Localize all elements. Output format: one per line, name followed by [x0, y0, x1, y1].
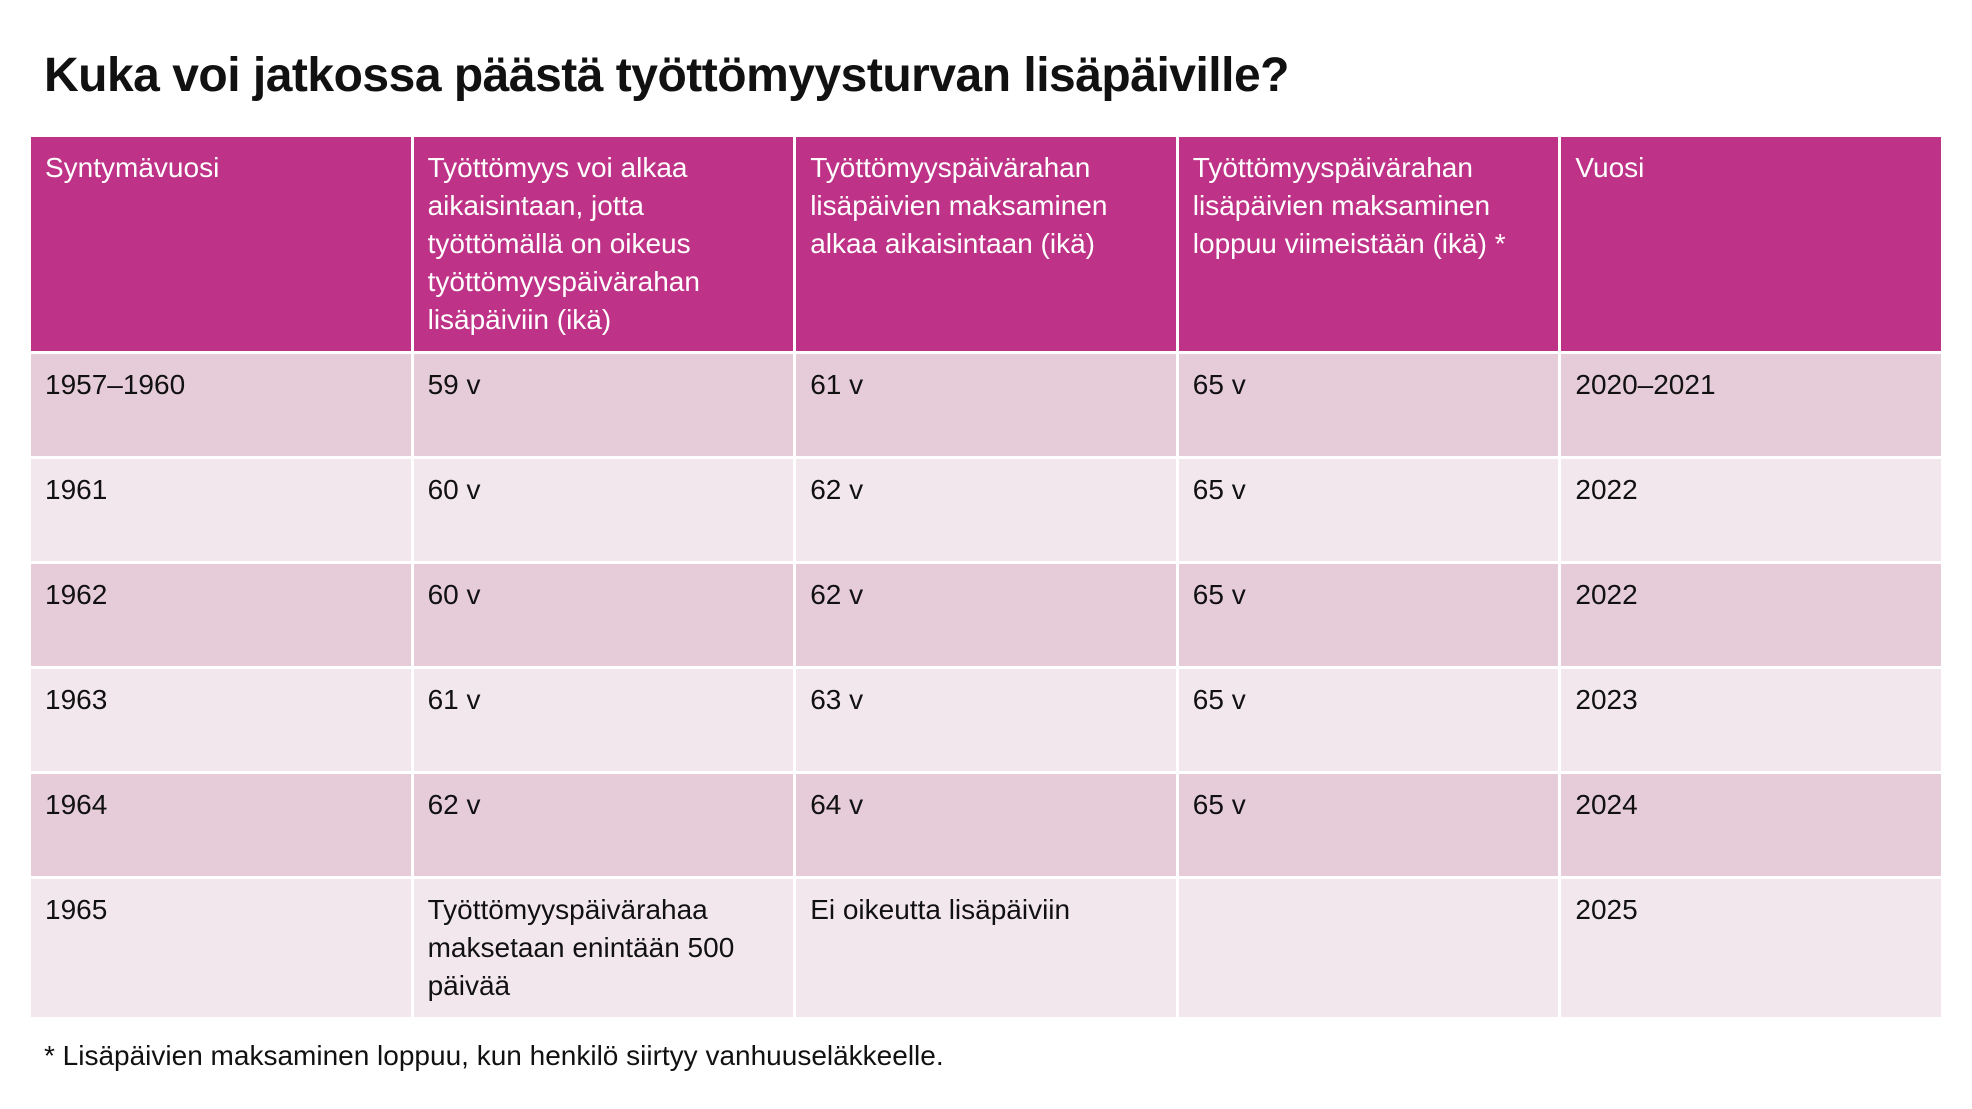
- table-cell: [1175, 876, 1562, 1020]
- table-cell: 1964: [28, 771, 414, 879]
- table-cell: Työttömyyspäivärahaa maksetaan enintään …: [410, 876, 797, 1020]
- footnote: * Lisäpäivien maksaminen loppuu, kun hen…: [44, 1040, 944, 1071]
- table-cell: 1963: [28, 666, 414, 774]
- table-cell: 63 v: [793, 666, 1179, 774]
- table-cell: 65 v: [1175, 666, 1562, 774]
- table-cell: 61 v: [793, 351, 1179, 459]
- table-row: 1964 62 v 64 v 65 v 2024: [28, 771, 1944, 879]
- table-cell: 2024: [1558, 771, 1944, 879]
- header-row: Syntymävuosi Työttömyys voi alkaa aikaisi…: [28, 134, 1944, 354]
- table-cell: 65 v: [1175, 561, 1562, 669]
- header-cell: Syntymävuosi: [28, 134, 414, 354]
- header-cell: Työttömyys voi alkaa aikaisintaan, jotta…: [410, 134, 797, 354]
- header-cell: Vuosi: [1558, 134, 1944, 354]
- table-cell: 62 v: [410, 771, 797, 879]
- table-cell: 2022: [1558, 561, 1944, 669]
- table-row: 1957–1960 59 v 61 v 65 v 2020–2021: [28, 351, 1944, 459]
- table-row: 1962 60 v 62 v 65 v 2022: [28, 561, 1944, 669]
- table-cell: 2022: [1558, 456, 1944, 564]
- header-cell: Työttömyyspäivärahan lisäpäivien maksami…: [793, 134, 1179, 354]
- table-cell: 64 v: [793, 771, 1179, 879]
- table-cell: 60 v: [410, 561, 797, 669]
- title: Kuka voi jatkossa päästä työttömyysturva…: [44, 49, 1290, 102]
- table-cell: 1962: [28, 561, 414, 669]
- table-cell: 65 v: [1175, 456, 1562, 564]
- table-row: 1963 61 v 63 v 65 v 2023: [28, 666, 1944, 774]
- table-cell: 1965: [28, 876, 414, 1020]
- table-cell: 65 v: [1175, 351, 1562, 459]
- table-cell: 1957–1960: [28, 351, 414, 459]
- table-cell: 62 v: [793, 561, 1179, 669]
- table-cell: 2023: [1558, 666, 1944, 774]
- table-cell: 1961: [28, 456, 414, 564]
- table-cell: 61 v: [410, 666, 797, 774]
- header-cell: Työttömyyspäivärahan lisäpäivien maksami…: [1175, 134, 1562, 354]
- table-cell: 60 v: [410, 456, 797, 564]
- table-cell: 2025: [1558, 876, 1944, 1020]
- table-cell: 2020–2021: [1558, 351, 1944, 459]
- table-row: 1965 Työttömyyspäivärahaa maksetaan enint…: [28, 876, 1944, 1020]
- table-cell: Ei oikeutta lisäpäiviin: [793, 876, 1179, 1020]
- table-row: 1961 60 v 62 v 65 v 2022: [28, 456, 1944, 564]
- table-cell: 65 v: [1175, 771, 1562, 879]
- table-cell: 62 v: [793, 456, 1179, 564]
- table-cell: 59 v: [410, 351, 797, 459]
- table: Syntymävuosi Työttömyys voi alkaa aikaisi…: [28, 134, 1944, 1020]
